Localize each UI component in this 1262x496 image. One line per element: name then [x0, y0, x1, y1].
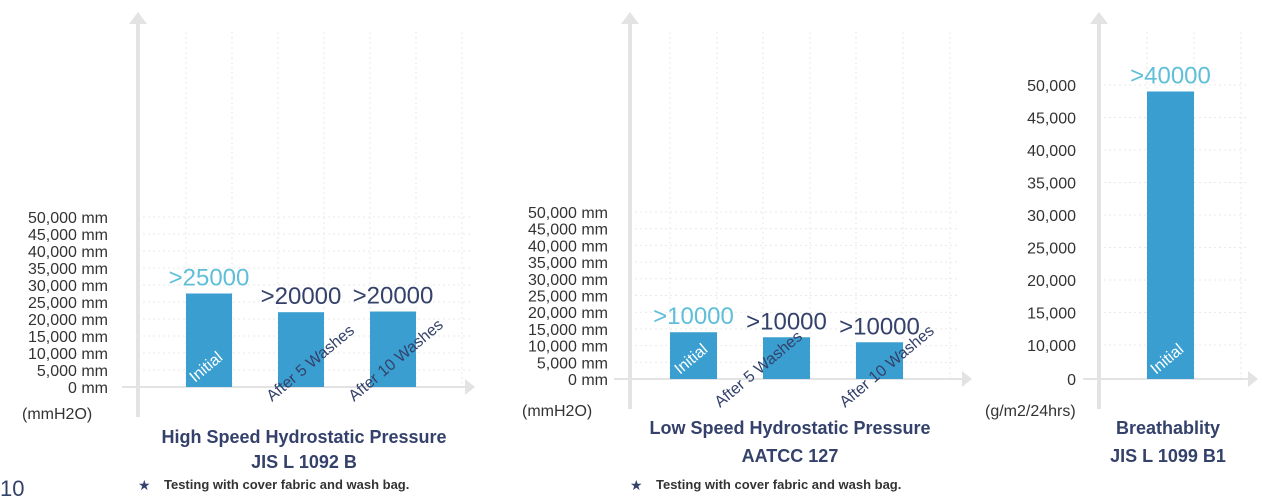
bar — [370, 311, 416, 387]
chart-title: Breathablity — [1116, 418, 1220, 438]
y-unit-label: (g/m2/24hrs) — [985, 403, 1076, 420]
footnote-text: Testing with cover fabric and wash bag. — [164, 477, 409, 492]
y-unit-label: (mmH2O) — [22, 406, 92, 423]
footnote-2: ★ Testing with cover fabric and wash bag… — [630, 477, 901, 493]
y-tick-label: 40,000 mm — [28, 244, 108, 261]
y-axis-arrow-icon — [129, 12, 147, 24]
y-tick-label: 5,000 mm — [537, 355, 608, 372]
y-tick-label: 25,000 mm — [528, 289, 608, 306]
y-tick-label: 25,000 mm — [28, 295, 108, 312]
bar-value-label: >40000 — [1130, 63, 1211, 90]
chart-title: AATCC 127 — [742, 446, 839, 466]
bar-value-label: >20000 — [261, 283, 342, 310]
bar-value-label: >10000 — [653, 303, 734, 330]
y-tick-label: 35,000 mm — [528, 255, 608, 272]
bar — [278, 312, 324, 387]
y-tick-label: 15,000 mm — [28, 329, 108, 346]
y-tick-label: 30,000 mm — [528, 272, 608, 289]
y-tick-label: 50,000 mm — [28, 210, 108, 227]
chart-breathability: 0 10,000 15,000 20,000 25,000 30,000 35,000 40,… — [985, 12, 1258, 466]
star-icon: ★ — [630, 477, 643, 493]
y-tick-label: 10,000 mm — [528, 339, 608, 356]
x-axis-arrow-icon — [1248, 371, 1258, 387]
y-unit-label: (mmH2O) — [522, 403, 592, 420]
x-axis-arrow-icon — [465, 379, 475, 395]
chart-title: JIS L 1099 B1 — [1110, 446, 1226, 466]
bar-value-label: >20000 — [353, 283, 434, 310]
y-tick-label: 10,000 mm — [28, 346, 108, 363]
y-tick-label: 45,000 mm — [28, 227, 108, 244]
y-tick-label: 50,000 mm — [528, 205, 608, 222]
y-tick-label: 50,000 — [1027, 78, 1076, 95]
y-tick-label: 40,000 — [1027, 143, 1076, 160]
page-number: 10 — [0, 476, 24, 496]
bar — [186, 293, 232, 387]
y-tick-label: 35,000 mm — [28, 261, 108, 278]
chart-title: JIS L 1092 B — [251, 452, 357, 472]
y-tick-label: 15,000 — [1027, 306, 1076, 323]
y-tick-label: 20,000 mm — [528, 305, 608, 322]
y-tick-label: 0 mm — [68, 380, 108, 397]
bar — [670, 332, 717, 379]
bar-value-label: >10000 — [746, 308, 827, 335]
y-tick-label: 10,000 — [1027, 338, 1076, 355]
star-icon: ★ — [138, 477, 151, 493]
y-tick-label: 30,000 — [1027, 208, 1076, 225]
bar — [763, 337, 810, 379]
footnote-text: Testing with cover fabric and wash bag. — [656, 477, 901, 492]
y-tick-label: 45,000 — [1027, 111, 1076, 128]
bar — [856, 342, 903, 379]
y-tick-label: 20,000 mm — [28, 312, 108, 329]
y-tick-label: 40,000 mm — [528, 238, 608, 255]
bar-value-label: >25000 — [169, 265, 250, 292]
y-axis-arrow-icon — [1090, 12, 1108, 24]
y-tick-label: 0 mm — [568, 372, 608, 389]
y-tick-label: 15,000 mm — [528, 322, 608, 339]
y-tick-label: 30,000 mm — [28, 278, 108, 295]
y-tick-label: 25,000 — [1027, 241, 1076, 258]
footnote-1: ★ Testing with cover fabric and wash bag… — [138, 477, 409, 493]
bar — [1147, 91, 1194, 379]
y-tick-label: 0 — [1067, 372, 1076, 389]
x-axis-arrow-icon — [962, 371, 972, 387]
y-tick-label: 5,000 mm — [37, 363, 108, 380]
chart-title: High Speed Hydrostatic Pressure — [161, 427, 446, 447]
y-tick-label: 20,000 — [1027, 273, 1076, 290]
y-tick-label: 45,000 mm — [528, 222, 608, 239]
y-tick-label: 35,000 — [1027, 176, 1076, 193]
y-axis-arrow-icon — [621, 12, 639, 24]
bar-value-label: >10000 — [839, 313, 920, 340]
chart-title: Low Speed Hydrostatic Pressure — [649, 418, 930, 438]
